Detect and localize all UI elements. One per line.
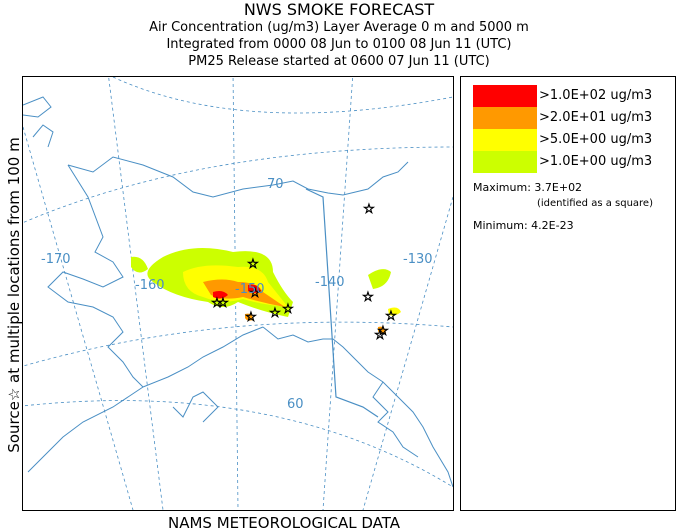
lat-label-60: 60 [287,397,304,412]
plume-south [245,313,253,321]
plume-west [131,256,148,273]
lon-label-130: -130 [403,252,433,267]
source-star: ☆ [211,296,223,311]
lat-line-70 [23,146,453,224]
concentration-legend: >1.0E+02 ug/m3 >2.0E+01 ug/m3 >5.0E+00 u… [460,76,676,511]
lat-line-75 [112,77,453,114]
lon-line-140 [322,77,354,510]
lon-label-170: -170 [41,252,71,267]
plume-east-3 [378,326,386,334]
maximum-note: (identified as a square) [537,198,653,209]
lon-label-150: -150 [235,282,265,297]
lat-label-70: 70 [267,177,284,192]
source-side-label: Source☆ at multiple locations from 100 m [5,137,23,453]
legend-item: >5.0E+00 ug/m3 [473,129,673,151]
source-star: ☆ [269,306,281,321]
legend-label: >1.0E+02 ug/m3 [539,88,653,103]
source-star: ☆ [362,290,374,305]
smoke-map: ☆ ☆ ☆ ☆ ☆ ☆ ☆ ☆ ☆ ☆ ☆ ☆ -170 -160 -150 -… [22,76,454,511]
maximum-value: Maximum: 3.7E+02 [473,181,583,194]
plume-east-1 [368,269,391,289]
lon-line-130 [362,196,453,510]
source-star: ☆ [249,286,261,301]
source-star: ☆ [245,310,257,325]
legend-swatch-lime [473,151,537,173]
lon-line-170 [23,126,134,510]
legend-label: >5.0E+00 ug/m3 [539,132,653,147]
source-star: ☆ [247,257,259,272]
plume-peak-2 [248,284,261,293]
minimum-value: Minimum: 4.2E-23 [473,219,574,232]
legend-item: >1.0E+02 ug/m3 [473,85,673,107]
source-star: ☆ [217,296,229,311]
plume-east-2 [388,307,401,316]
lat-line-60 [23,400,453,488]
legend-item: >1.0E+00 ug/m3 [473,151,673,173]
source-star: ☆ [363,202,375,217]
smoke-plumes [131,248,401,334]
lon-line-150 [232,77,239,510]
lon-label-160: -160 [135,278,165,293]
lon-line-160 [108,77,164,510]
graticule-labels: -170 -160 -150 -140 -130 70 60 [41,177,433,412]
legend-swatch-red [473,85,537,107]
legend-swatch-yellow [473,129,537,151]
lon-label-140: -140 [315,275,345,290]
legend-swatch-orange [473,107,537,129]
graticule [23,77,453,510]
ak-canada-border [305,188,379,418]
coastlines [23,96,453,488]
map-canvas: ☆ ☆ ☆ ☆ ☆ ☆ ☆ ☆ ☆ ☆ ☆ ☆ -170 -160 -150 -… [23,77,453,510]
plume-peak-1 [213,291,228,299]
release-info: PM25 Release started at 0600 07 Jun 11 (… [188,54,490,69]
source-star: ☆ [282,302,294,317]
integration-period: Integrated from 0000 08 Jun to 0100 08 J… [166,37,512,52]
source-star: ☆ [377,324,389,339]
plume-high-main [203,279,285,307]
met-data-footer: NAMS METEOROLOGICAL DATA [168,514,400,532]
concentration-subtitle: Air Concentration (ug/m3) Layer Average … [149,20,529,35]
forecast-title: NWS SMOKE FORECAST [243,0,435,19]
legend-item: >2.0E+01 ug/m3 [473,107,673,129]
source-markers: ☆ ☆ ☆ ☆ ☆ ☆ ☆ ☆ ☆ ☆ ☆ ☆ [211,202,397,344]
source-star: ☆ [385,309,397,324]
legend-label: >1.0E+00 ug/m3 [539,154,653,169]
source-star: ☆ [374,328,386,343]
legend-label: >2.0E+01 ug/m3 [539,110,653,125]
